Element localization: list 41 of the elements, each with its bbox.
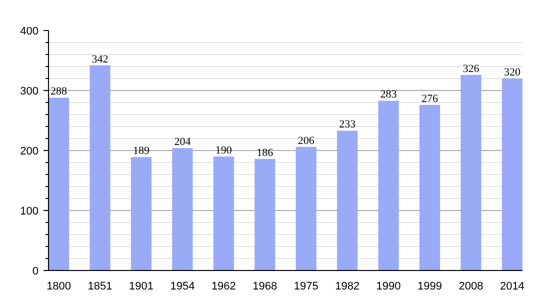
x-tick-label: 2008 — [458, 280, 484, 292]
x-tick-label: 1901 — [129, 280, 154, 292]
data-label: 276 — [422, 92, 439, 105]
x-tick-label: 1968 — [252, 280, 278, 292]
bar — [213, 156, 234, 270]
bar — [90, 65, 110, 270]
x-tick-label: 1999 — [418, 280, 442, 292]
x-tick-label: 1975 — [294, 280, 318, 292]
data-label: 204 — [174, 136, 192, 148]
data-label: 342 — [92, 53, 108, 66]
bar — [378, 100, 399, 270]
bar — [337, 130, 358, 270]
bar — [254, 158, 276, 270]
y-tick-label: 400 — [20, 26, 39, 38]
bar — [502, 78, 522, 270]
y-tick-label: 0 — [32, 266, 39, 278]
data-label: 283 — [380, 88, 398, 101]
x-tick-label: 1800 — [46, 280, 72, 292]
data-label: 288 — [50, 86, 68, 98]
data-label: 233 — [339, 118, 356, 131]
data-label: 326 — [462, 62, 480, 75]
x-tick-label: 1962 — [211, 280, 236, 292]
y-tick-label: 300 — [20, 86, 39, 98]
data-label: 189 — [132, 145, 150, 158]
y-tick-label: 100 — [20, 206, 39, 218]
bar — [296, 146, 316, 270]
x-tick-label: 1982 — [335, 280, 360, 292]
bar — [130, 157, 152, 270]
data-label: 190 — [215, 144, 232, 156]
x-tick-label: 1954 — [170, 280, 195, 292]
x-tick-label: 1851 — [88, 280, 112, 292]
data-label: 320 — [504, 66, 521, 78]
x-tick-label: 1990 — [376, 280, 401, 292]
bar — [48, 98, 70, 270]
bar — [172, 148, 193, 270]
y-tick-label: 200 — [20, 146, 39, 158]
data-label: 206 — [298, 134, 315, 147]
x-tick-label: 2014 — [500, 280, 524, 292]
data-label: 186 — [256, 146, 274, 159]
bar — [419, 104, 440, 270]
bar — [460, 74, 482, 270]
